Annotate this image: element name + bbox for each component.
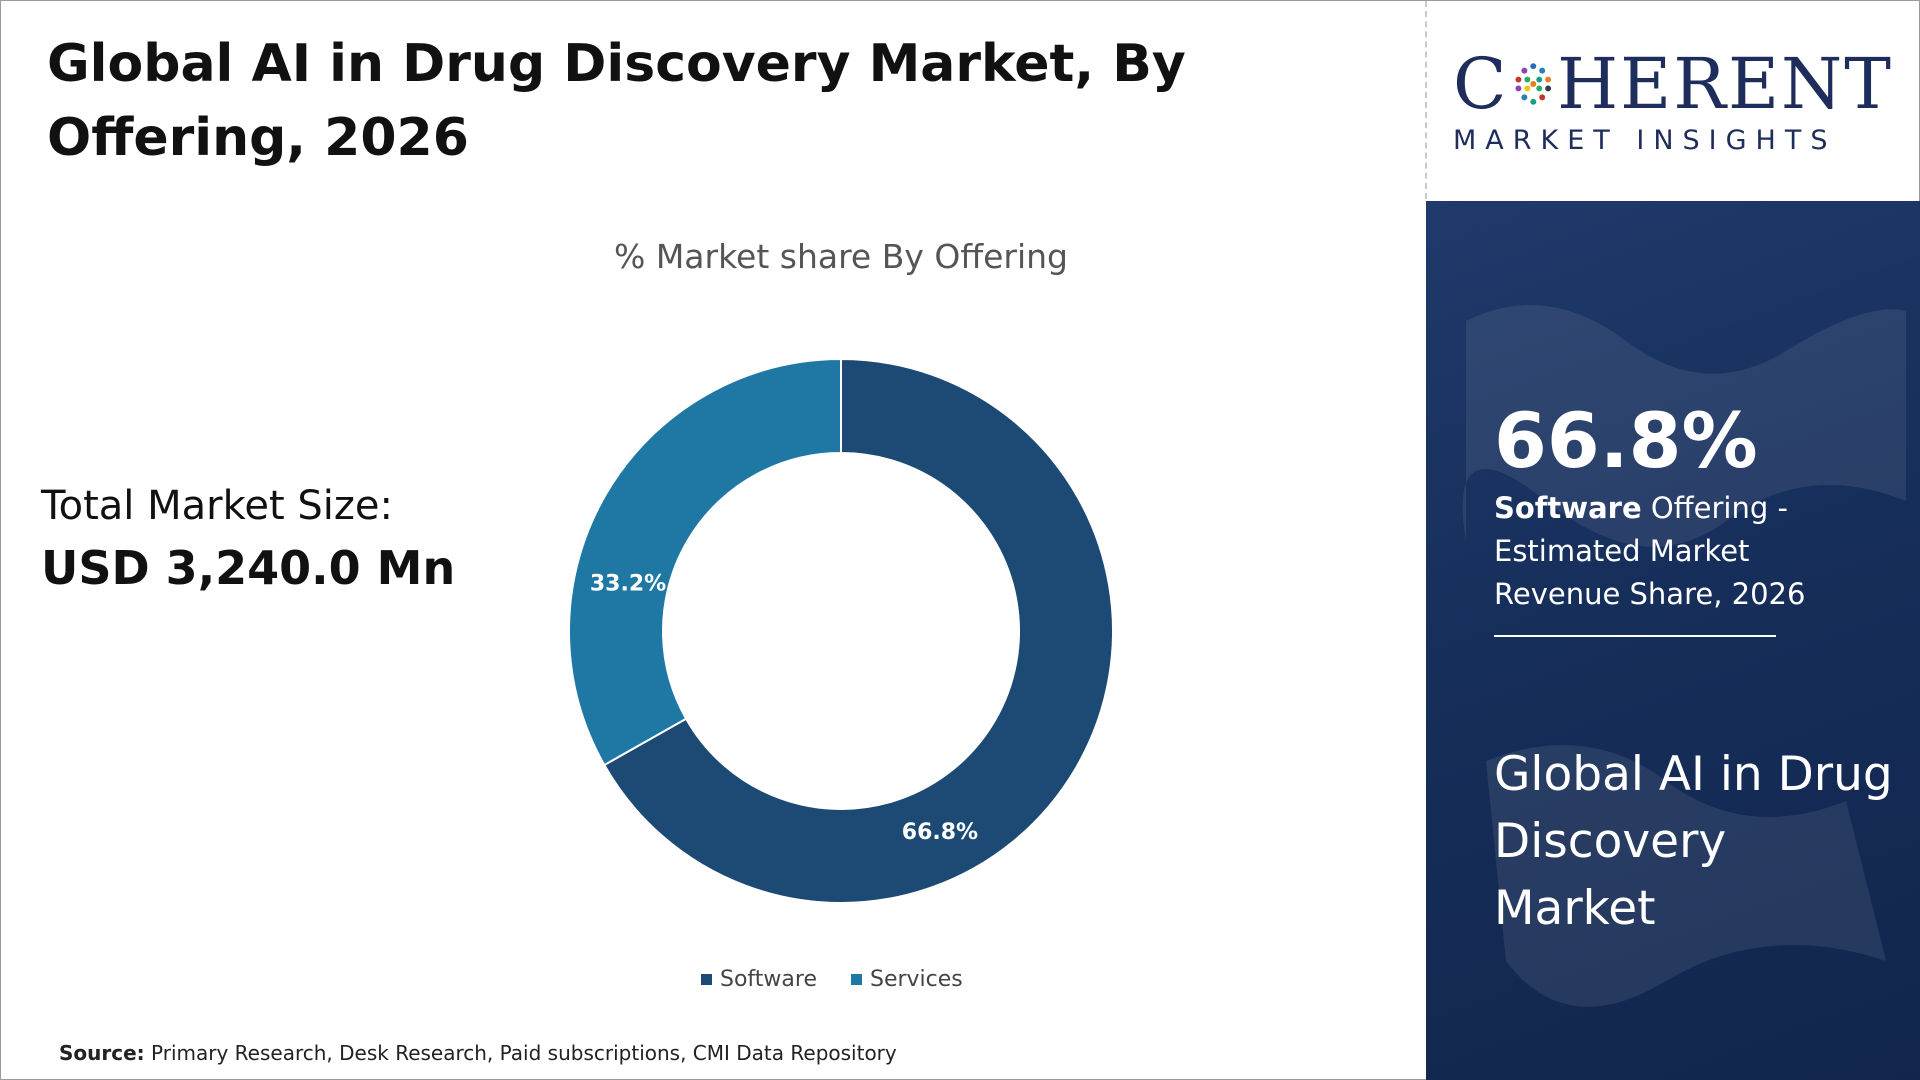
source-note: Source: Primary Research, Desk Research,… xyxy=(59,1041,897,1065)
logo-letters-herent: HERENT xyxy=(1557,43,1893,125)
donut-chart: 66.8% 33.2% xyxy=(568,357,1114,904)
side-panel-title: Global AI in Drug Discovery Market xyxy=(1494,747,1893,936)
logo-dot-grid-icon xyxy=(1515,63,1551,105)
source-text: Primary Research, Desk Research, Paid su… xyxy=(144,1041,897,1065)
donut-label-services: 33.2% xyxy=(590,572,666,597)
highlight-stat-segment: Software xyxy=(1494,491,1642,525)
legend-label-services: Services xyxy=(869,967,963,992)
highlight-stat-description: Software Offering - Estimated Market Rev… xyxy=(1494,487,1874,616)
chart-title: % Market share By Offering xyxy=(613,237,1068,276)
legend-label-software: Software xyxy=(720,967,817,992)
highlight-stat-value: 66.8% xyxy=(1494,396,1758,485)
source-label: Source: xyxy=(59,1041,145,1065)
logo-tagline: MARKET INSIGHTS xyxy=(1453,125,1837,156)
legend-item-software: Software xyxy=(701,967,817,992)
legend-swatch-services xyxy=(850,974,862,985)
logo-wordmark: C xyxy=(1453,49,1893,119)
market-size-value: USD 3,240.0 Mn xyxy=(41,541,456,595)
side-panel: 66.8% Software Offering - Estimated Mark… xyxy=(1426,201,1920,1080)
donut-slice-software xyxy=(602,357,1114,904)
donut-label-software: 66.8% xyxy=(902,820,978,845)
legend-item-services: Services xyxy=(850,967,963,992)
highlight-divider xyxy=(1494,635,1776,637)
chart-legend: Software Services xyxy=(701,967,981,992)
page-title: Global AI in Drug Discovery Market, By O… xyxy=(47,34,1186,168)
legend-swatch-software xyxy=(701,974,712,985)
donut-slice-services xyxy=(568,357,842,767)
company-logo: C xyxy=(1453,49,1893,159)
world-map-background xyxy=(1462,305,1906,1007)
highlight-stat-caption: Offering - Estimated Market Revenue Shar… xyxy=(1494,491,1806,611)
logo-letter-c: C xyxy=(1453,43,1509,125)
header-divider xyxy=(1425,1,1427,199)
market-size-label: Total Market Size: xyxy=(41,483,393,529)
